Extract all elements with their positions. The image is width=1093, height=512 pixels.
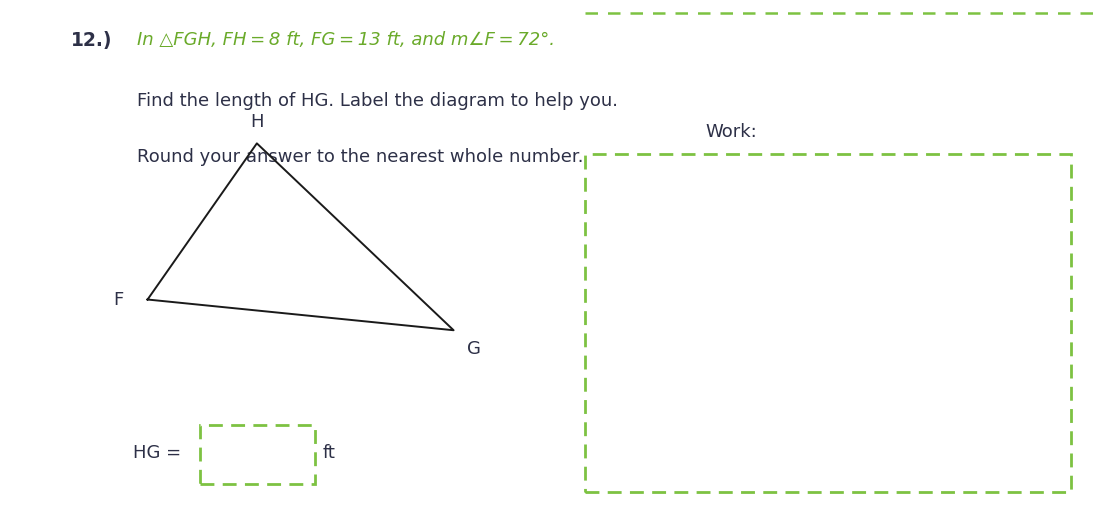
Text: In △FGH, FH = 8 ft, FG = 13 ft, and m∠F = 72°.: In △FGH, FH = 8 ft, FG = 13 ft, and m∠F … [137, 31, 554, 49]
Text: Find the length of HG. Label the diagram to help you.: Find the length of HG. Label the diagram… [137, 92, 618, 110]
Text: Round your answer to the nearest whole number.: Round your answer to the nearest whole n… [137, 148, 584, 166]
Bar [200, 425, 315, 484]
Text: F: F [114, 290, 124, 309]
Text: 12.): 12.) [71, 31, 113, 50]
Text: HG =: HG = [133, 444, 181, 462]
Text: Work:: Work: [705, 123, 756, 141]
Text: G: G [467, 340, 481, 358]
Text: H: H [250, 113, 263, 131]
Text: ft: ft [322, 444, 336, 462]
Bar [585, 154, 1071, 492]
